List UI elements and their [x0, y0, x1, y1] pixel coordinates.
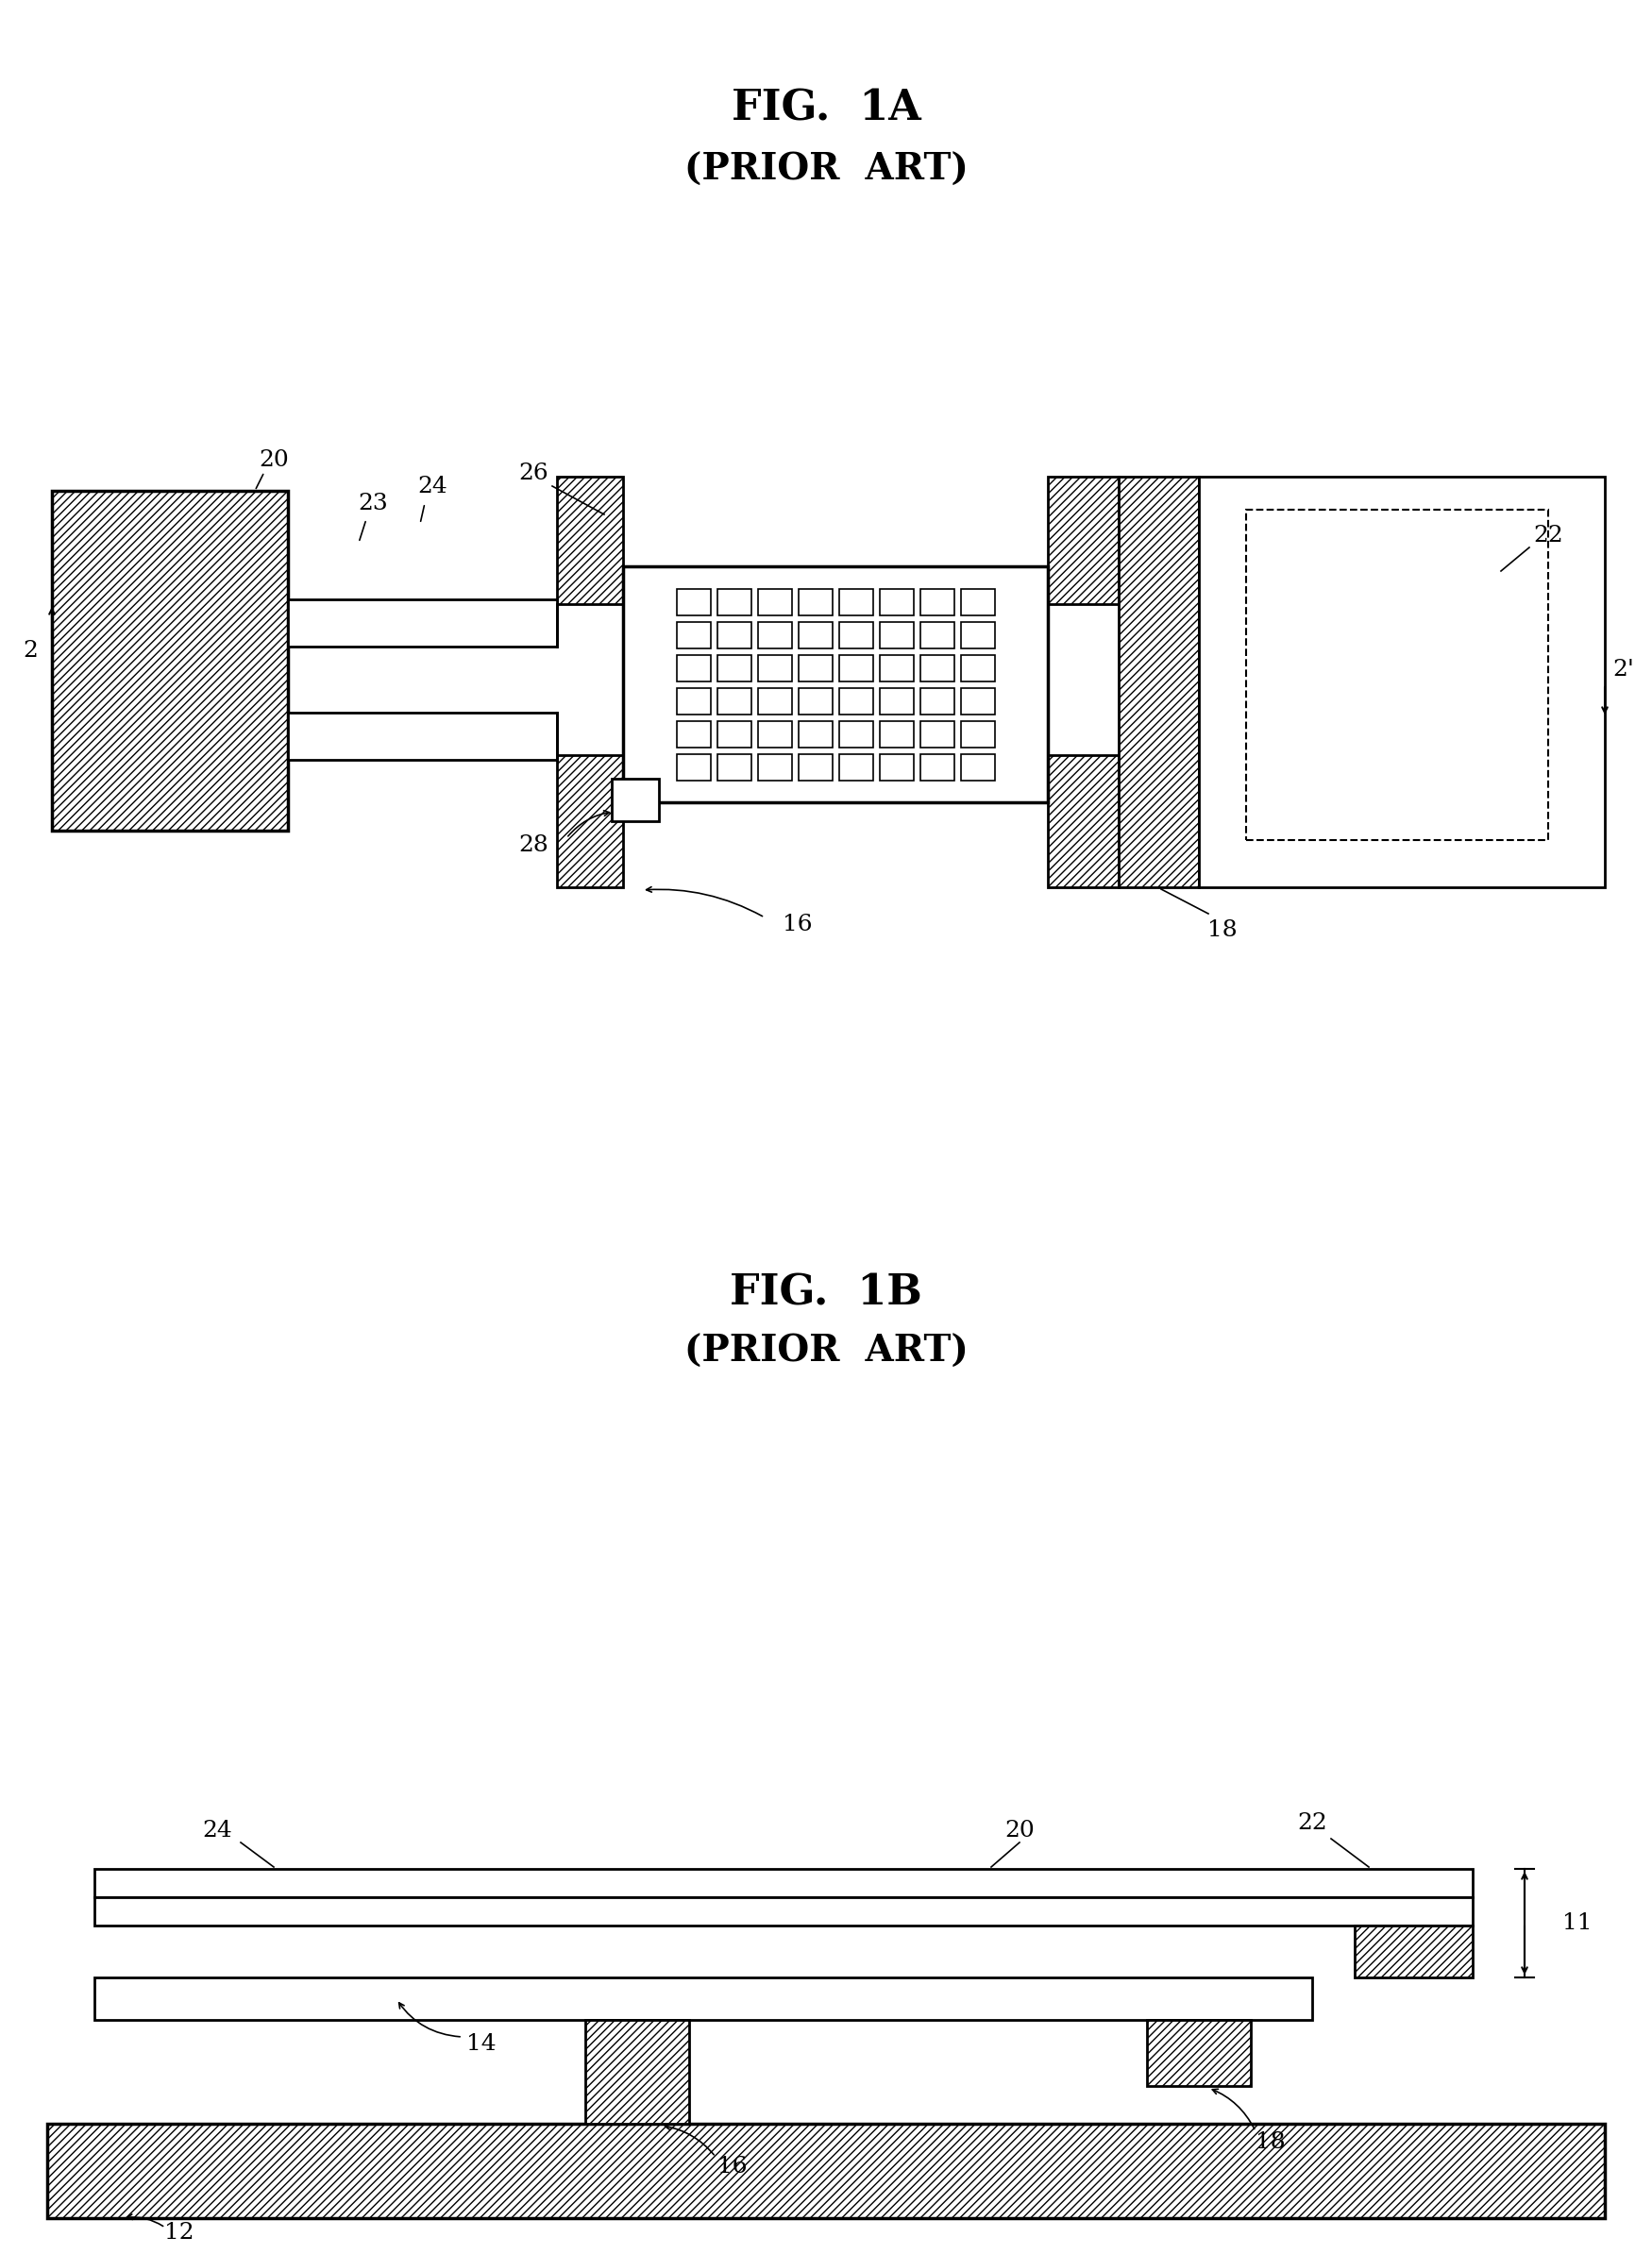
- Bar: [839, 721, 872, 746]
- Bar: [960, 721, 995, 746]
- Text: 26: 26: [519, 462, 548, 485]
- Bar: [1047, 755, 1118, 888]
- Bar: [676, 654, 710, 681]
- Bar: [48, 2123, 1604, 2218]
- Text: 24: 24: [418, 476, 448, 496]
- Bar: [1047, 476, 1118, 604]
- Bar: [1246, 509, 1548, 841]
- Bar: [879, 622, 914, 647]
- Bar: [717, 721, 752, 746]
- Bar: [1199, 476, 1604, 888]
- Bar: [798, 622, 833, 647]
- Bar: [1118, 476, 1199, 888]
- Bar: [839, 622, 872, 647]
- Bar: [717, 753, 752, 780]
- Bar: [879, 753, 914, 780]
- Bar: [920, 622, 953, 647]
- Bar: [94, 1898, 1472, 1925]
- Bar: [287, 600, 557, 647]
- Bar: [557, 755, 623, 888]
- Bar: [879, 654, 914, 681]
- Bar: [758, 622, 791, 647]
- Bar: [758, 654, 791, 681]
- Text: (PRIOR  ART): (PRIOR ART): [684, 1334, 968, 1370]
- Bar: [717, 622, 752, 647]
- Bar: [798, 753, 833, 780]
- Bar: [676, 588, 710, 615]
- Bar: [676, 622, 710, 647]
- Text: 23: 23: [358, 491, 388, 514]
- Text: 12: 12: [165, 2222, 195, 2243]
- Bar: [758, 753, 791, 780]
- Bar: [623, 566, 1047, 802]
- Bar: [758, 721, 791, 746]
- Bar: [920, 687, 953, 715]
- Bar: [94, 1977, 1312, 2020]
- Bar: [287, 712, 557, 760]
- Text: 16: 16: [717, 2155, 747, 2177]
- Text: 20: 20: [1004, 1821, 1034, 1842]
- Bar: [960, 687, 995, 715]
- Bar: [920, 721, 953, 746]
- Bar: [717, 588, 752, 615]
- Text: 22: 22: [1533, 525, 1563, 548]
- Text: 11: 11: [1563, 1911, 1593, 1934]
- Text: 20: 20: [259, 451, 289, 471]
- Text: 2': 2': [1612, 660, 1634, 681]
- Bar: [960, 622, 995, 647]
- Bar: [839, 588, 872, 615]
- Text: 24: 24: [202, 1821, 231, 1842]
- Bar: [676, 687, 710, 715]
- Bar: [798, 721, 833, 746]
- Text: 22: 22: [1297, 1812, 1327, 1835]
- Bar: [879, 687, 914, 715]
- Text: 18: 18: [1208, 920, 1237, 940]
- Bar: [51, 491, 287, 832]
- Bar: [920, 753, 953, 780]
- Bar: [798, 588, 833, 615]
- Text: FIG.  1B: FIG. 1B: [730, 1274, 922, 1314]
- Bar: [676, 721, 710, 746]
- Bar: [920, 588, 953, 615]
- Bar: [960, 588, 995, 615]
- Bar: [758, 687, 791, 715]
- Bar: [717, 654, 752, 681]
- Bar: [879, 721, 914, 746]
- Bar: [839, 654, 872, 681]
- Bar: [557, 476, 623, 604]
- Text: 18: 18: [1256, 2132, 1285, 2153]
- Text: 14: 14: [466, 2033, 496, 2053]
- Bar: [717, 687, 752, 715]
- Bar: [920, 654, 953, 681]
- Bar: [798, 687, 833, 715]
- Text: (PRIOR  ART): (PRIOR ART): [684, 151, 968, 187]
- Text: 28: 28: [519, 834, 548, 857]
- Bar: [960, 654, 995, 681]
- Bar: [839, 753, 872, 780]
- Bar: [960, 753, 995, 780]
- Bar: [676, 753, 710, 780]
- Bar: [585, 2020, 689, 2123]
- Bar: [758, 588, 791, 615]
- Text: 2: 2: [23, 640, 38, 663]
- Bar: [94, 1869, 1472, 1898]
- Bar: [1355, 1925, 1472, 1977]
- Bar: [798, 654, 833, 681]
- Bar: [1146, 2020, 1251, 2085]
- Text: 16: 16: [783, 915, 813, 935]
- Bar: [611, 778, 659, 820]
- Bar: [879, 588, 914, 615]
- Bar: [839, 687, 872, 715]
- Text: FIG.  1A: FIG. 1A: [732, 88, 920, 128]
